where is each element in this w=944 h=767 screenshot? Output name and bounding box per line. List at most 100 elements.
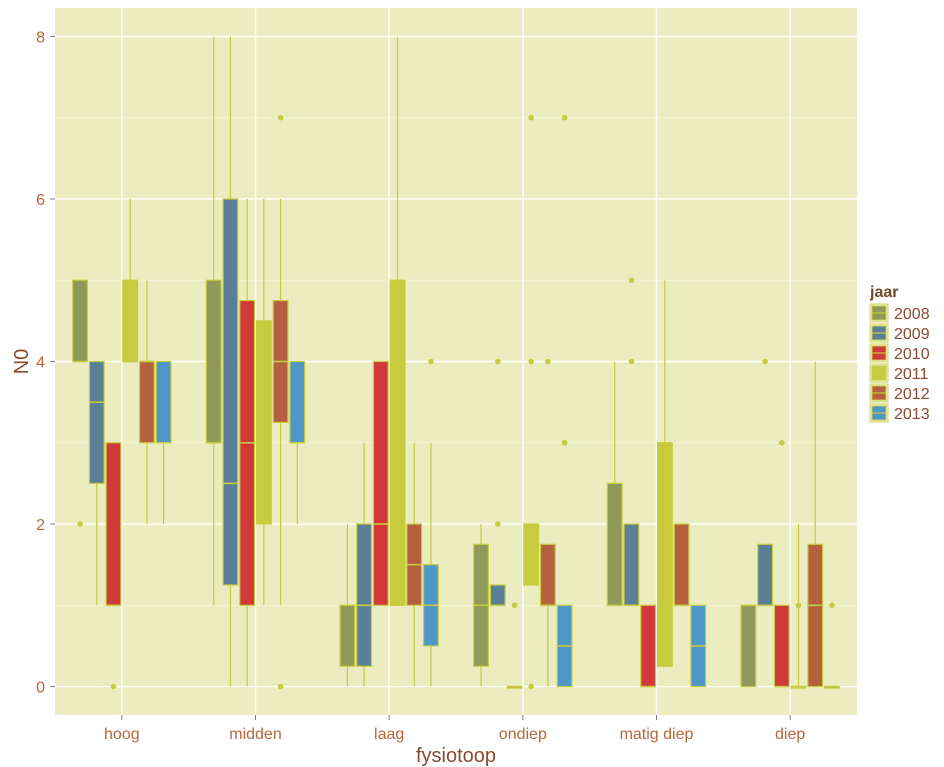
box-body xyxy=(356,523,373,667)
legend-item-2009: 2009 xyxy=(869,323,930,343)
box-body xyxy=(289,360,306,444)
box-2012-matig-diep xyxy=(673,523,690,607)
box-body xyxy=(372,360,389,606)
y-tick-label: 2 xyxy=(36,517,45,534)
box-2010-ondiep xyxy=(506,602,523,689)
box-body xyxy=(339,604,356,667)
x-tick-label: hoog xyxy=(104,726,140,743)
box-2009-laag xyxy=(356,442,373,687)
outlier-point xyxy=(428,358,434,365)
box-2010-diep xyxy=(773,439,790,688)
outlier-point xyxy=(494,521,501,527)
box-2009-diep xyxy=(757,358,774,607)
legend-label: 2008 xyxy=(894,306,930,323)
outlier-point xyxy=(762,358,768,365)
box-body xyxy=(773,604,790,688)
box-body xyxy=(539,543,556,606)
box-body xyxy=(640,604,657,688)
box-2011-ondiep xyxy=(523,114,540,690)
box-2012-ondiep xyxy=(539,358,556,687)
legend-label: 2013 xyxy=(894,406,930,423)
box-body xyxy=(757,543,774,606)
box-2008-laag xyxy=(339,524,356,687)
box-2013-diep xyxy=(823,602,840,689)
box-2011-diep xyxy=(790,524,807,689)
box-2013-ondiep xyxy=(556,114,573,688)
legend-label: 2012 xyxy=(894,386,930,403)
box-body xyxy=(523,523,540,586)
box-2012-hoog xyxy=(138,280,155,525)
outlier-point xyxy=(628,277,635,284)
box-body xyxy=(138,360,155,444)
outlier-point xyxy=(528,114,534,121)
box-2011-midden xyxy=(255,198,272,606)
legend-item-2011: 2011 xyxy=(869,363,929,383)
y-tick-label: 0 xyxy=(36,680,45,697)
outlier-point xyxy=(110,683,117,690)
box-body xyxy=(122,279,139,363)
outlier-point xyxy=(795,602,802,609)
legend-label: 2009 xyxy=(894,326,930,343)
box-2012-laag xyxy=(406,442,423,687)
box-body xyxy=(623,523,640,606)
box-2013-matig-diep xyxy=(690,604,707,688)
outlier-point xyxy=(545,358,551,365)
y-axis-title: N0 xyxy=(11,349,33,375)
box-2010-laag xyxy=(372,360,389,606)
x-tick-label: diep xyxy=(775,726,805,743)
y-tick-label: 8 xyxy=(36,29,45,46)
outlier-point xyxy=(277,683,284,690)
outlier-point xyxy=(77,521,83,527)
box-body xyxy=(656,442,673,667)
legend: jaar 2008 2009 2010 2011 2012 2013 xyxy=(869,284,930,423)
outlier-point xyxy=(277,114,284,121)
legend-label: 2011 xyxy=(894,366,929,383)
box-2008-ondiep xyxy=(473,524,490,687)
box-body xyxy=(222,198,239,586)
y-axis-ticks: 0 2 4 6 8 xyxy=(36,29,55,697)
box-body xyxy=(255,320,272,525)
grid-lines xyxy=(55,8,857,715)
box-body xyxy=(740,604,757,688)
x-tick-label: laag xyxy=(374,726,404,743)
legend-label: 2010 xyxy=(894,346,930,363)
box-body xyxy=(72,279,89,363)
box-2013-midden xyxy=(289,360,306,525)
box-body xyxy=(673,523,690,606)
box-2009-ondiep xyxy=(489,358,506,607)
box-body xyxy=(807,543,824,688)
box-body xyxy=(606,482,623,606)
x-axis-ticks: hoog midden laag ondiep matig diep diep xyxy=(104,715,805,743)
box-2008-hoog xyxy=(72,279,89,527)
legend-item-2010: 2010 xyxy=(869,343,930,363)
x-axis-title: fysiotoop xyxy=(416,745,496,767)
box-2008-diep xyxy=(740,604,757,688)
y-tick-label: 6 xyxy=(36,192,45,209)
box-layer xyxy=(72,36,840,690)
outlier-point xyxy=(528,683,534,690)
x-tick-label: ondiep xyxy=(499,726,547,743)
outlier-point xyxy=(494,358,501,365)
box-body xyxy=(105,442,122,606)
box-2010-matig-diep xyxy=(640,604,657,688)
box-body xyxy=(239,299,256,606)
box-2010-midden xyxy=(239,198,256,687)
outlier-point xyxy=(628,358,635,365)
x-tick-label: midden xyxy=(229,726,281,743)
box-2009-hoog xyxy=(88,360,105,606)
box-body xyxy=(155,360,172,444)
box-body xyxy=(489,584,506,606)
outlier-point xyxy=(561,114,568,121)
box-2009-midden xyxy=(222,36,239,687)
outlier-point xyxy=(511,602,518,609)
box-2009-matig-diep xyxy=(623,277,640,607)
legend-item-2008: 2008 xyxy=(869,303,930,323)
outlier-point xyxy=(561,439,568,446)
outlier-point xyxy=(779,439,785,446)
box-2012-midden xyxy=(272,114,289,690)
box-2013-laag xyxy=(422,358,439,687)
legend-title: jaar xyxy=(869,284,898,301)
box-2008-matig-diep xyxy=(606,361,623,607)
box-2008-midden xyxy=(205,36,222,606)
